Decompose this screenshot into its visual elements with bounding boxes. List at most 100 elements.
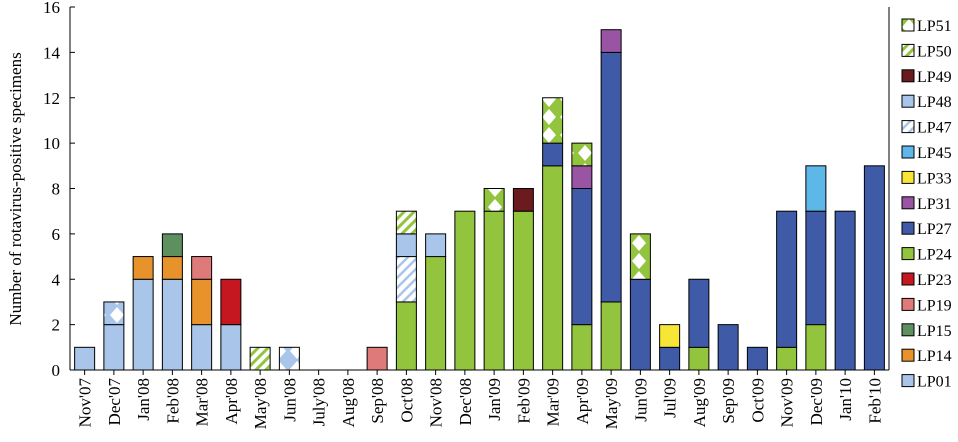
bar-dec-08-lp24 (454, 210, 476, 371)
x-tick-label-aug-09: Aug'09 (690, 378, 709, 427)
bar-may-09-lp24 (600, 301, 622, 371)
bar-jul-09-lp33-1 (659, 324, 681, 348)
x-tick-label-jul-09: Jul'09 (661, 378, 680, 418)
legend-swatch-lp01 (901, 374, 915, 388)
legend-swatch-lp14 (901, 348, 915, 362)
x-tick-label-jun-08: Jun'08 (280, 378, 299, 422)
y-tick-label-10: 10 (43, 134, 60, 153)
y-tick-label-0: 0 (52, 361, 61, 380)
x-tick-label-aug-08: Aug'08 (339, 378, 358, 427)
bar-jan-08-lp01 (132, 278, 154, 371)
y-ticks-group: 0 2 4 6 8 10 12 14 16 (43, 0, 75, 380)
bar-mar-09-lp51-2 (542, 97, 564, 144)
bars-group (74, 29, 885, 371)
y-axis-label: Number of rotavirus-positive specimens (6, 52, 25, 325)
y-tick-label-14: 14 (43, 43, 61, 62)
y-tick-label-4: 4 (52, 270, 61, 289)
x-tick-label-may-08: May'08 (251, 378, 270, 429)
x-tick-label-apr-09: Apr'09 (573, 378, 592, 425)
y-tick-label-8: 8 (52, 180, 61, 199)
bar-oct-08-lp47-1 (395, 256, 417, 303)
x-tick-label-jan-10: Jan'10 (836, 378, 855, 421)
bar-mar-09-lp27-1 (542, 142, 564, 167)
legend-label-lp47: LP47 (917, 120, 952, 137)
y-tick-label-6: 6 (52, 225, 61, 244)
x-tick-label-sep-08: Sep'08 (368, 378, 387, 424)
bar-feb-08-lp15-2 (161, 233, 183, 258)
bar-nov-07-lp01 (74, 346, 96, 371)
x-tick-label-oct-08: Oct'08 (397, 378, 416, 423)
bar-apr-09-lp27-1 (571, 188, 593, 326)
y-tick-label-2: 2 (52, 316, 61, 335)
bar-apr-09-lp51-3 (571, 142, 593, 167)
legend-label-lp48: LP48 (917, 94, 952, 111)
x-tick-label-july-08: July'08 (310, 378, 329, 426)
legend-label-lp01: LP01 (917, 374, 952, 391)
legend-label-lp50: LP50 (917, 43, 952, 60)
bar-mar-08-lp01 (191, 324, 213, 371)
y-tick-label-16: 16 (43, 0, 60, 17)
legend-swatch-lp31 (901, 196, 915, 210)
legend-label-lp24: LP24 (917, 247, 952, 264)
bar-mar-08-lp19-2 (191, 256, 213, 280)
bar-feb-09-lp24 (512, 210, 534, 371)
legend-label-lp23: LP23 (917, 272, 952, 289)
legend: LP51 LP50 LP49 LP48 LP47 LP45 LP33 LP31 LP27 LP24… (901, 18, 952, 391)
x-tick-label-nov-07: Nov'07 (76, 378, 95, 428)
bar-dec-09-lp27-1 (805, 210, 827, 326)
legend-swatch-lp49 (901, 69, 915, 83)
legend-swatch-lp19 (901, 297, 915, 311)
x-tick-label-feb-08: Feb'08 (163, 378, 182, 424)
legend-label-lp31: LP31 (917, 196, 952, 213)
legend-label-lp19: LP19 (917, 297, 952, 314)
bar-dec-07-lp01 (103, 324, 125, 371)
bar-apr-08-lp01 (220, 324, 242, 371)
legend-swatch-lp47 (901, 120, 915, 134)
bar-mar-09-lp24 (542, 165, 564, 371)
legend-swatch-lp48 (901, 94, 915, 108)
legend-label-lp27: LP27 (917, 221, 952, 238)
bar-apr-08-lp23-1 (220, 278, 242, 326)
legend-swatch-lp15 (901, 323, 915, 337)
x-tick-label-jan-09: Jan'09 (485, 378, 504, 421)
x-tick-label-jun-09: Jun'09 (631, 378, 650, 422)
bar-sep-09-lp27 (717, 324, 739, 371)
bar-aug-09-lp24 (688, 346, 710, 371)
bar-mar-08-lp14-1 (191, 278, 213, 326)
legend-swatch-lp45 (901, 145, 915, 159)
bar-oct-08-lp24 (395, 301, 417, 371)
bar-dec-09-lp24 (805, 324, 827, 371)
bar-feb-08-lp14-1 (161, 256, 183, 280)
x-tick-label-feb-10: Feb'10 (865, 378, 884, 424)
bar-feb-10-lp27 (863, 165, 885, 371)
x-tick-label-sep-09: Sep'09 (719, 378, 738, 424)
bar-aug-09-lp27-1 (688, 278, 710, 348)
bar-nov-08-lp48-1 (425, 233, 447, 258)
bar-may-09-lp31-2 (600, 29, 622, 53)
bar-oct-08-lp48-2 (395, 233, 417, 258)
x-tick-label-dec-07: Dec'07 (105, 378, 124, 426)
bar-dec-09-lp45-2 (805, 165, 827, 212)
bar-jul-09-lp27 (659, 346, 681, 371)
x-tick-label-nov-09: Nov'09 (778, 378, 797, 427)
legend-swatch-lp27 (901, 221, 915, 235)
bar-apr-09-lp31-2 (571, 165, 593, 189)
legend-label-lp51: LP51 (917, 18, 952, 35)
legend-label-lp33: LP33 (917, 170, 952, 187)
bar-apr-09-lp24 (571, 324, 593, 371)
x-tick-label-nov-08: Nov'08 (427, 378, 446, 427)
bar-nov-09-lp27-1 (776, 210, 798, 348)
bar-feb-09-lp49-1 (512, 188, 534, 212)
bar-oct-09-lp27 (746, 346, 768, 371)
bar-jan-09-lp51-1 (483, 188, 505, 212)
bar-feb-08-lp01 (161, 278, 183, 371)
bar-may-09-lp27-1 (600, 51, 622, 303)
bar-sep-08-lp19 (366, 346, 388, 371)
legend-label-lp15: LP15 (917, 323, 952, 340)
x-tick-label-apr-08: Apr'08 (222, 378, 241, 425)
bar-jun-09-lp27 (629, 278, 651, 371)
legend-label-lp45: LP45 (917, 145, 952, 162)
x-tick-label-oct-09: Oct'09 (748, 378, 767, 423)
bar-nov-09-lp24 (776, 346, 798, 371)
